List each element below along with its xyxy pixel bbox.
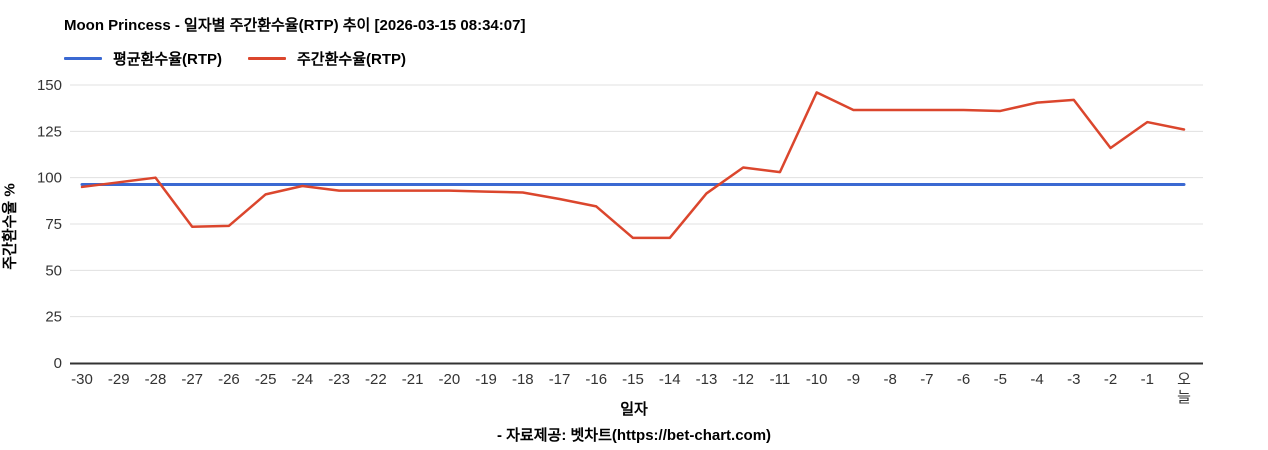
x-axis-title: 일자 [620, 401, 648, 418]
y-tick-label: 0 [54, 355, 62, 372]
weekly-line-swatch [248, 57, 286, 60]
x-tick-label: -17 [549, 371, 571, 388]
x-tick-label: -24 [292, 371, 314, 388]
y-tick-label: 100 [37, 170, 62, 187]
x-tick-label: -7 [920, 371, 933, 388]
y-tick-label: 75 [45, 216, 62, 233]
x-tick-label: -10 [806, 371, 828, 388]
x-tick-label: -26 [218, 371, 240, 388]
x-tick-label: -25 [255, 371, 277, 388]
attribution-text: - 자료제공: 벳차트(https://bet-chart.com) [496, 427, 772, 444]
weekly-rtp-line [80, 91, 1186, 240]
x-tick-label: -20 [438, 371, 460, 388]
x-tick-label: -1 [1141, 371, 1154, 388]
chart-title: Moon Princess - 일자별 주간환수율(RTP) 추이 [2026-… [64, 17, 526, 34]
x-tick-label: -9 [847, 371, 860, 388]
x-tick-label: -22 [365, 371, 387, 388]
y-tick-label: 150 [37, 77, 62, 94]
x-tick-label: -27 [181, 371, 203, 388]
x-tick-label: -5 [994, 371, 1007, 388]
legend-item-weekly-rtp: 주간환수율(RTP) [248, 48, 406, 69]
x-tick-label: -30 [71, 371, 93, 388]
x-tick-label: -11 [770, 371, 791, 388]
x-tick-label: -16 [585, 371, 607, 388]
y-tick-label: 50 [45, 262, 62, 279]
x-tick-label: -8 [883, 371, 896, 388]
x-tick-label: -28 [145, 371, 167, 388]
x-tick-label: -13 [696, 371, 718, 388]
y-tick-label: 25 [45, 309, 62, 326]
x-tick-label: -14 [659, 371, 681, 388]
average-line-swatch [64, 57, 102, 60]
x-tick-label: -2 [1104, 371, 1117, 388]
y-tick-label: 125 [37, 123, 62, 140]
x-tick-label: -4 [1030, 371, 1043, 388]
x-tick-label: 오 [1177, 371, 1191, 388]
x-tick-label: -3 [1067, 371, 1080, 388]
legend-label-weekly-rtp: 주간환수율(RTP) [297, 51, 406, 68]
chart-legend: 평균환수율(RTP) 주간환수율(RTP) [64, 48, 406, 69]
legend-label-average-rtp: 평균환수율(RTP) [113, 51, 222, 68]
x-tick-label: -15 [622, 371, 644, 388]
legend-item-average-rtp: 평균환수율(RTP) [64, 48, 222, 69]
x-tick-label: -6 [957, 371, 970, 388]
x-tick-label: 늘 [1177, 389, 1191, 406]
x-tick-label: -12 [732, 371, 754, 388]
x-tick-label: -19 [475, 371, 497, 388]
x-tick-label: -29 [108, 371, 130, 388]
x-tick-label: -18 [512, 371, 534, 388]
x-tick-label: -23 [328, 371, 350, 388]
x-tick-label: -21 [402, 371, 424, 388]
